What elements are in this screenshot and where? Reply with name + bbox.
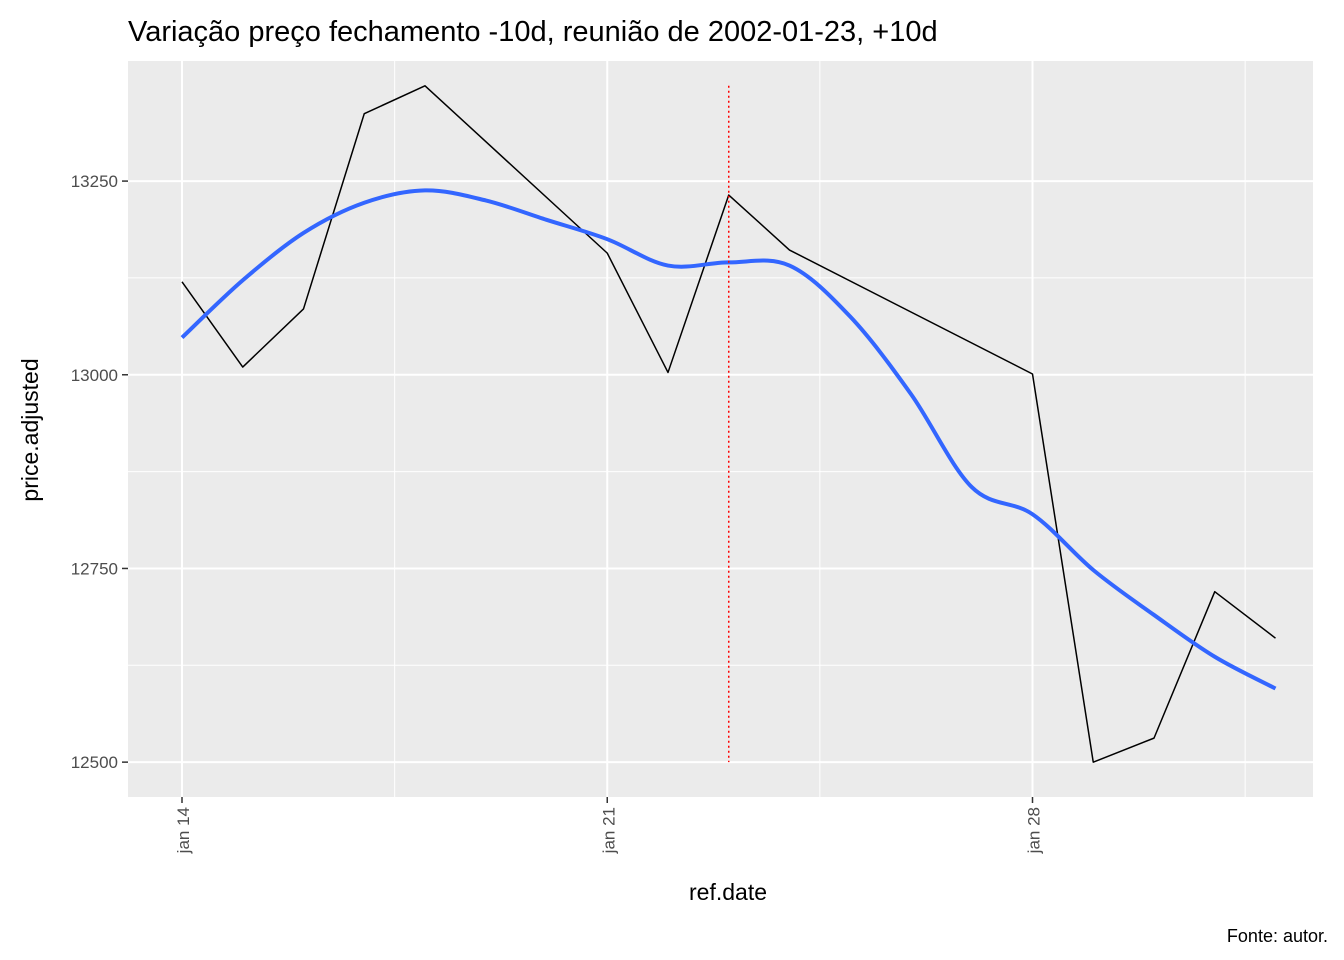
smooth-trend-line bbox=[180, 188, 1277, 691]
plot-panel bbox=[128, 61, 1313, 797]
x-axis-title: ref.date bbox=[689, 879, 767, 905]
axis-ticks: 12500 12750 13000 13250 jan 14 jan 21 jan 28 bbox=[71, 172, 1044, 854]
y-tick-label: 12500 bbox=[71, 753, 118, 772]
x-tick-label: jan 14 bbox=[174, 807, 193, 854]
price-line bbox=[181, 85, 1276, 763]
y-tick-label: 13250 bbox=[71, 172, 118, 191]
x-tick-label: jan 28 bbox=[1025, 807, 1044, 854]
caption: Fonte: autor. bbox=[1227, 926, 1328, 946]
x-tick-label: jan 21 bbox=[599, 807, 618, 854]
major-gridlines bbox=[128, 61, 1313, 797]
y-axis-title: price.adjusted bbox=[17, 358, 43, 501]
y-tick-label: 13000 bbox=[71, 366, 118, 385]
series-layer bbox=[180, 85, 1277, 763]
minor-gridlines bbox=[128, 61, 1313, 797]
y-tick-label: 12750 bbox=[71, 559, 118, 578]
chart-title: Variação preço fechamento -10d, reunião … bbox=[128, 16, 938, 48]
